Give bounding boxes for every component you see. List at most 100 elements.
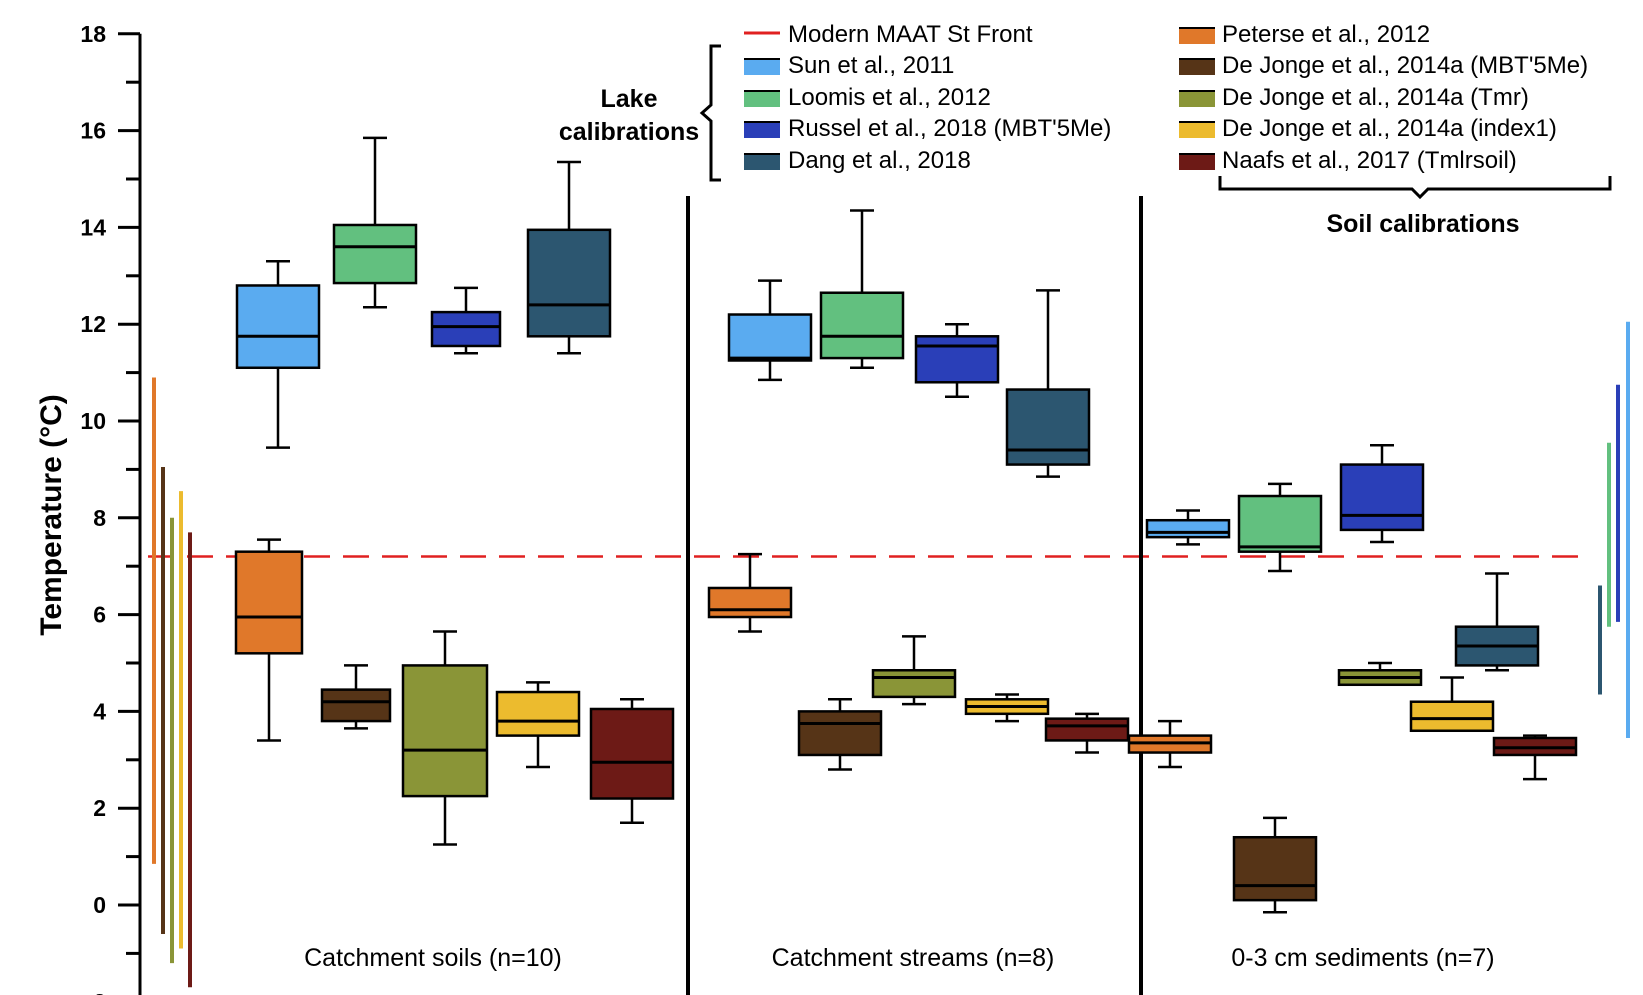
- group-label-1: Catchment soils (n=10): [304, 944, 562, 972]
- y-tick-label: -2: [86, 989, 106, 995]
- group-labels: Catchment soils (n=10) Catchment streams …: [304, 944, 1495, 972]
- legend-item-8: De Jonge et al., 2014a (Tmr): [1179, 84, 1529, 111]
- box-1-2: [332, 136, 418, 309]
- y-tick-label: 10: [80, 408, 106, 434]
- box-body: [871, 669, 957, 699]
- y-tick-label: 8: [93, 505, 106, 531]
- box-body: [1339, 463, 1425, 532]
- box-body: [235, 284, 321, 370]
- box-body: [320, 688, 392, 723]
- legend-label: Naafs et al., 2017 (Tmlrsoil): [1222, 147, 1517, 174]
- box-1-3: [430, 286, 502, 355]
- legend-item-9: De Jonge et al., 2014a (index1): [1179, 115, 1557, 142]
- y-tick-label: 12: [80, 311, 106, 337]
- legend-swatch-box: [744, 60, 780, 75]
- box-body: [401, 664, 489, 798]
- group-label-3: 0-3 cm sediments (n=7): [1231, 944, 1494, 972]
- box-body: [526, 228, 612, 338]
- legend-label: Loomis et al., 2012: [788, 84, 991, 111]
- box-3-2: [1237, 482, 1323, 573]
- box-3-3: [1339, 443, 1425, 544]
- box-3-4: [1454, 572, 1540, 672]
- box-1-9: [589, 698, 675, 824]
- group-label-2: Catchment streams (n=8): [772, 944, 1055, 972]
- box-2-6: [797, 698, 883, 771]
- legend-swatch-box: [744, 123, 780, 138]
- box-body: [1005, 388, 1091, 466]
- legend-item-1: Modern MAAT St Front: [744, 21, 1033, 48]
- legend-label: De Jonge et al., 2014a (Tmr): [1222, 84, 1529, 111]
- legend-item-10: Naafs et al., 2017 (Tmlrsoil): [1179, 147, 1517, 174]
- y-tick-label: 16: [80, 118, 106, 144]
- legend-label: De Jonge et al., 2014a (index1): [1222, 115, 1557, 142]
- legend-brackets: Lake calibrations Soil calibrations: [559, 44, 1612, 238]
- legend-label: Sun et al., 2011: [788, 52, 954, 79]
- legend: Modern MAAT St Front Sun et al., 2011 Loom…: [744, 21, 1588, 174]
- legend-label: Russel et al., 2018 (MBT'5Me): [788, 115, 1111, 142]
- y-tick-label: 0: [93, 892, 106, 918]
- lake-calibrations-bracket: [699, 44, 721, 182]
- y-axis: -2 0 2 4 6 8 10 12 14 16 18: [80, 21, 142, 995]
- legend-item-5: Dang et al., 2018: [744, 147, 971, 174]
- box-body: [819, 291, 905, 360]
- group-dividers: [686, 196, 1143, 995]
- box-body: [332, 223, 418, 285]
- lake-calibrations-label-line2: calibrations: [559, 118, 699, 146]
- legend-item-2: Sun et al., 2011: [744, 52, 954, 79]
- box-2-2: [819, 209, 905, 370]
- box-3-7: [1337, 661, 1423, 687]
- box-body: [707, 586, 793, 619]
- y-tick-label: 4: [93, 698, 106, 724]
- box-body: [1145, 518, 1231, 539]
- y-tick-label: 6: [93, 602, 106, 628]
- legend-item-4: Russel et al., 2018 (MBT'5Me): [744, 115, 1111, 142]
- box-2-7: [871, 635, 957, 706]
- box-3-5: [1127, 719, 1213, 769]
- y-tick-label: 14: [80, 214, 106, 240]
- box-1-8: [495, 681, 581, 769]
- lake-calibrations-label-line1: Lake: [601, 85, 658, 113]
- legend-swatch-box: [744, 92, 780, 107]
- box-body: [914, 335, 1000, 384]
- box-body: [1232, 835, 1318, 902]
- y-tick-label: 2: [93, 795, 106, 821]
- range-bar-layer: [152, 321, 1630, 988]
- legend-swatch-box: [1179, 123, 1215, 138]
- box-2-5: [707, 552, 793, 633]
- box-2-9: [1044, 712, 1130, 754]
- y-tick-label: 18: [80, 21, 106, 47]
- box-1-5: [234, 538, 304, 742]
- box-layer: [234, 136, 1578, 914]
- box-body: [234, 550, 304, 655]
- soil-calibrations-bracket: [1218, 176, 1612, 200]
- legend-label: De Jonge et al., 2014a (MBT'5Me): [1222, 52, 1588, 79]
- legend-swatch-box: [1179, 60, 1215, 75]
- box-2-3: [914, 322, 1000, 399]
- soil-calibrations-label: Soil calibrations: [1326, 210, 1519, 238]
- legend-item-3: Loomis et al., 2012: [744, 84, 991, 111]
- box-1-1: [235, 260, 321, 449]
- box-body: [430, 310, 502, 348]
- legend-label: Dang et al., 2018: [788, 147, 971, 174]
- box-2-1: [727, 279, 813, 382]
- y-axis-title: Temperature (°C): [35, 394, 68, 635]
- legend-label: Peterse et al., 2012: [1222, 21, 1430, 48]
- box-body: [1409, 700, 1495, 733]
- legend-item-7: De Jonge et al., 2014a (MBT'5Me): [1179, 52, 1588, 79]
- box-body: [727, 313, 813, 362]
- box-3-1: [1145, 509, 1231, 546]
- box-body: [1044, 717, 1130, 742]
- legend-label: Modern MAAT St Front: [788, 21, 1033, 48]
- box-body: [1237, 494, 1323, 553]
- box-body: [589, 707, 675, 800]
- box-body: [495, 690, 581, 737]
- box-3-6: [1232, 816, 1318, 914]
- legend-swatch-box: [1179, 155, 1215, 170]
- box-1-6: [320, 664, 392, 730]
- legend-item-6: Peterse et al., 2012: [1179, 21, 1430, 48]
- box-3-8: [1409, 676, 1495, 733]
- box-2-4: [1005, 289, 1091, 478]
- legend-swatch-box: [1179, 92, 1215, 107]
- box-1-7: [401, 630, 489, 846]
